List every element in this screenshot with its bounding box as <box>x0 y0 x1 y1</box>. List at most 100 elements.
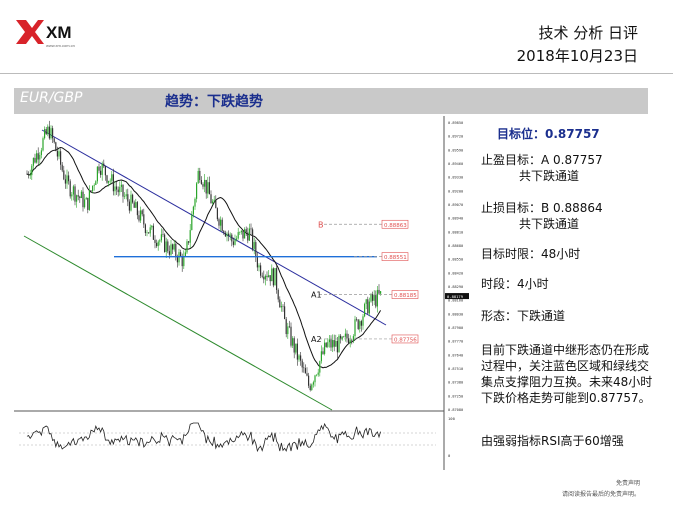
candle-body <box>63 170 65 180</box>
candle-body <box>95 181 97 186</box>
candle-body <box>252 229 254 249</box>
candle-body <box>108 180 110 183</box>
candle-body <box>71 194 73 197</box>
candle-body <box>28 173 30 176</box>
candle-body <box>290 326 292 346</box>
price-tick-label: 0.87080 <box>448 408 463 412</box>
candle-body <box>232 241 234 245</box>
candle-body <box>357 319 359 329</box>
candle-body <box>250 228 252 230</box>
candle-body <box>309 385 311 390</box>
candle-body <box>221 219 223 231</box>
level-name: A2 <box>311 335 322 344</box>
disclaimer-text: 请阅读报告最后的免责声明。 <box>561 491 640 498</box>
candle-body <box>159 240 161 242</box>
candle-body <box>341 336 343 340</box>
candle-body <box>157 241 159 247</box>
candle-body <box>173 243 175 250</box>
candle-body <box>172 244 174 250</box>
level-box <box>381 219 409 229</box>
candle-body <box>58 151 60 157</box>
candle-body <box>226 233 228 237</box>
candle-body <box>231 234 233 242</box>
candle-body <box>140 210 142 221</box>
candle-body <box>212 201 214 204</box>
candle-body <box>194 198 196 207</box>
candle-body <box>215 199 217 209</box>
candle-body <box>348 338 350 344</box>
candle-body <box>53 138 55 143</box>
candle-body <box>282 306 284 307</box>
candle-body <box>279 299 281 308</box>
candle-body <box>146 232 148 234</box>
price-tick-label: 0.87900 <box>448 326 463 330</box>
candle-body <box>124 196 126 197</box>
candle-body <box>136 202 138 216</box>
candle-body <box>311 384 313 390</box>
candle-body <box>26 173 28 175</box>
candle-body <box>239 232 241 233</box>
candle-body <box>349 340 351 344</box>
candle-body <box>50 128 52 139</box>
candle-body <box>352 336 354 341</box>
price-tick-label: 0.88940 <box>448 217 463 221</box>
candle-body <box>301 360 303 368</box>
price-tick-label: 0.87770 <box>448 340 463 344</box>
candle-body <box>320 351 322 362</box>
candle-body <box>344 333 346 337</box>
report-title: 技术 分析 日评 <box>538 24 638 42</box>
candle-body <box>106 175 108 183</box>
candle-body <box>220 219 222 226</box>
report-date: 2018年10月23日 <box>516 47 638 65</box>
price-tick-label: 0.88810 <box>448 230 463 234</box>
candle-body <box>308 375 310 386</box>
candle-body <box>248 228 250 241</box>
candle-body <box>340 335 342 340</box>
channel-upper-line <box>41 129 387 326</box>
candle-body <box>162 234 164 235</box>
candle-body <box>285 319 287 335</box>
price-tick-label: 0.89590 <box>448 148 463 152</box>
candle-body <box>74 186 76 202</box>
candle-body <box>295 343 297 353</box>
candle-body <box>148 232 150 234</box>
candle-body <box>276 268 278 290</box>
candle-body <box>207 182 209 194</box>
level-box <box>391 334 419 344</box>
candle-body <box>149 227 151 234</box>
candle-body <box>213 199 215 202</box>
candle-body <box>327 342 329 347</box>
header-divider <box>0 73 673 74</box>
moving-average-line <box>26 146 382 369</box>
candle-body <box>96 166 98 182</box>
price-tick-label: 0.89200 <box>448 189 463 193</box>
candle-body <box>272 268 274 286</box>
candle-body <box>240 230 242 233</box>
candle-body <box>60 151 62 165</box>
candle-body <box>152 225 154 240</box>
candle-body <box>31 165 33 176</box>
candle-body <box>258 265 260 268</box>
candle-body <box>116 186 118 190</box>
candle-body <box>156 242 158 247</box>
candle-body <box>170 244 172 255</box>
candle-body <box>300 355 302 361</box>
candle-body <box>268 275 270 278</box>
candle-body <box>192 206 194 215</box>
candle-body <box>72 186 74 195</box>
price-chart: 0.88863 B 0.88551 0.88185 A1 0.87756 A2 0.8985… <box>14 116 469 470</box>
candle-body <box>92 185 94 192</box>
candle-body <box>138 215 140 221</box>
analysis-description: 目前下跌通道中继形态仍在形成过程中，关注蓝色区域和绿线交集点支撑阻力互换。未来4… <box>481 343 653 405</box>
candle-body <box>359 321 361 329</box>
candle-body <box>199 170 201 181</box>
candle-body <box>261 275 263 277</box>
candle-body <box>298 355 300 360</box>
candle-body <box>183 256 185 267</box>
candle-body <box>77 195 79 197</box>
candle-body <box>120 184 122 187</box>
candle-body <box>104 166 106 176</box>
candle-body <box>196 183 198 199</box>
candle-body <box>287 326 289 335</box>
candle-body <box>375 295 377 307</box>
